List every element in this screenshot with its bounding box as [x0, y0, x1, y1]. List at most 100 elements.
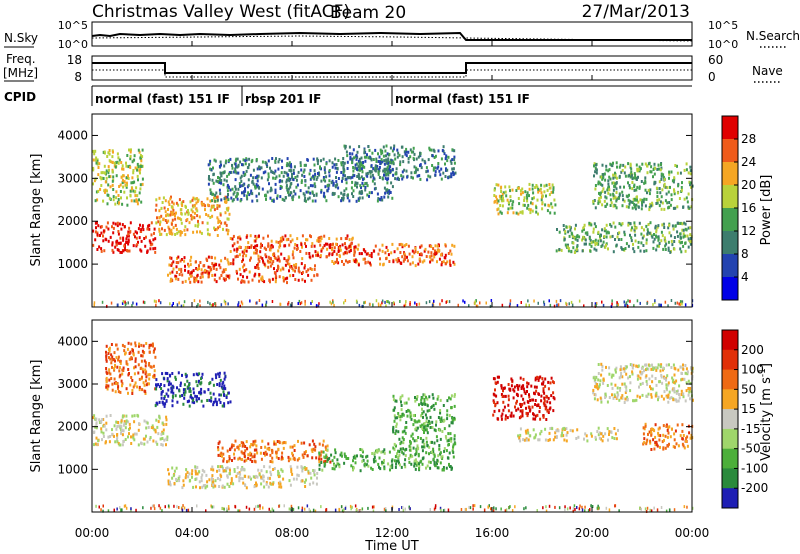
range-gate-cell [174, 217, 177, 221]
noise-cell [299, 302, 302, 306]
range-gate-cell [434, 154, 437, 158]
range-gate-cell [183, 259, 186, 263]
range-gate-cell [173, 469, 176, 473]
range-gate-cell [668, 231, 671, 235]
range-gate-cell [163, 395, 166, 399]
range-gate-cell [373, 249, 376, 253]
range-gate-cell [315, 177, 318, 181]
range-gate-cell [272, 260, 275, 263]
range-gate-cell [366, 171, 369, 175]
range-gate-cell [682, 228, 685, 232]
range-gate-cell [651, 374, 654, 378]
noise-cell [425, 301, 428, 305]
range-gate-cell [126, 196, 128, 200]
noise-cell [416, 303, 418, 307]
range-gate-cell [274, 159, 277, 163]
range-gate-cell [218, 188, 221, 192]
range-gate-cell [526, 390, 528, 393]
range-gate-cell [111, 241, 114, 245]
range-gate-cell [171, 476, 174, 480]
range-gate-cell [401, 155, 404, 159]
y-tick-label: 1000 [57, 257, 88, 271]
range-gate-cell [516, 399, 518, 403]
range-gate-cell [538, 410, 541, 414]
range-gate-cell [201, 485, 204, 489]
range-gate-cell [200, 476, 203, 480]
range-gate-cell [438, 447, 441, 451]
range-gate-cell [398, 153, 401, 157]
range-gate-cell [656, 244, 659, 248]
range-gate-cell [271, 157, 274, 160]
range-gate-cell [332, 183, 335, 187]
range-gate-cell [106, 221, 109, 225]
range-gate-cell [250, 477, 252, 481]
range-gate-cell [174, 233, 177, 236]
range-gate-cell [304, 279, 306, 283]
range-gate-cell [245, 235, 248, 239]
range-gate-cell [218, 181, 221, 185]
noise-cell [594, 304, 597, 308]
range-gate-cell [284, 196, 287, 199]
range-gate-cell [676, 205, 679, 209]
range-gate-cell [660, 394, 663, 398]
range-gate-cell [359, 454, 362, 458]
range-gate-cell [165, 392, 168, 396]
range-gate-cell [387, 163, 390, 167]
range-gate-cell [420, 459, 423, 463]
range-gate-cell [177, 371, 180, 375]
range-gate-cell [305, 238, 307, 242]
range-gate-cell [106, 387, 109, 391]
range-gate-cell [128, 432, 130, 436]
range-gate-cell [307, 190, 310, 194]
range-gate-cell [358, 176, 360, 180]
range-gate-cell [155, 440, 158, 444]
range-gate-cell [612, 250, 615, 254]
range-gate-cell [404, 465, 407, 469]
range-gate-cell [183, 393, 186, 397]
range-gate-cell [614, 182, 617, 186]
range-gate-cell [223, 394, 226, 397]
range-gate-cell [346, 154, 349, 158]
range-gate-cell [211, 262, 214, 266]
noise-cell [227, 302, 229, 306]
range-gate-cell [227, 159, 230, 162]
range-gate-cell [410, 171, 413, 175]
range-gate-cell [121, 343, 124, 347]
range-gate-cell [110, 353, 113, 357]
range-gate-cell [234, 187, 237, 191]
range-gate-cell [597, 239, 600, 243]
range-gate-cell [432, 148, 435, 152]
noise-cell [178, 301, 180, 305]
range-gate-cell [222, 171, 224, 175]
range-gate-cell [653, 162, 656, 166]
range-gate-cell [619, 387, 622, 390]
range-gate-cell [214, 159, 217, 163]
range-gate-cell [190, 271, 193, 275]
range-gate-cell [194, 470, 197, 473]
range-gate-cell [378, 465, 380, 469]
range-gate-cell [645, 224, 648, 228]
range-gate-cell [290, 169, 293, 173]
range-gate-cell [170, 263, 173, 267]
range-gate-cell [633, 205, 636, 209]
range-gate-cell [93, 152, 96, 156]
range-gate-cell [590, 432, 593, 436]
range-gate-cell [296, 465, 299, 469]
noise-cell [623, 300, 625, 304]
range-gate-cell [387, 157, 390, 161]
range-gate-cell [296, 473, 299, 477]
range-gate-cell [304, 183, 307, 187]
range-gate-cell [454, 171, 457, 175]
range-gate-cell [599, 236, 602, 240]
range-gate-cell [404, 454, 407, 458]
noise-cell [127, 301, 129, 305]
noise-cell [143, 301, 146, 305]
range-gate-cell [385, 172, 388, 176]
range-gate-cell [254, 248, 257, 251]
range-gate-cell [612, 373, 615, 377]
range-gate-cell [345, 457, 348, 460]
range-gate-cell [620, 246, 623, 250]
range-gate-cell [445, 168, 447, 172]
range-gate-cell [684, 364, 687, 367]
range-gate-cell [615, 243, 618, 247]
